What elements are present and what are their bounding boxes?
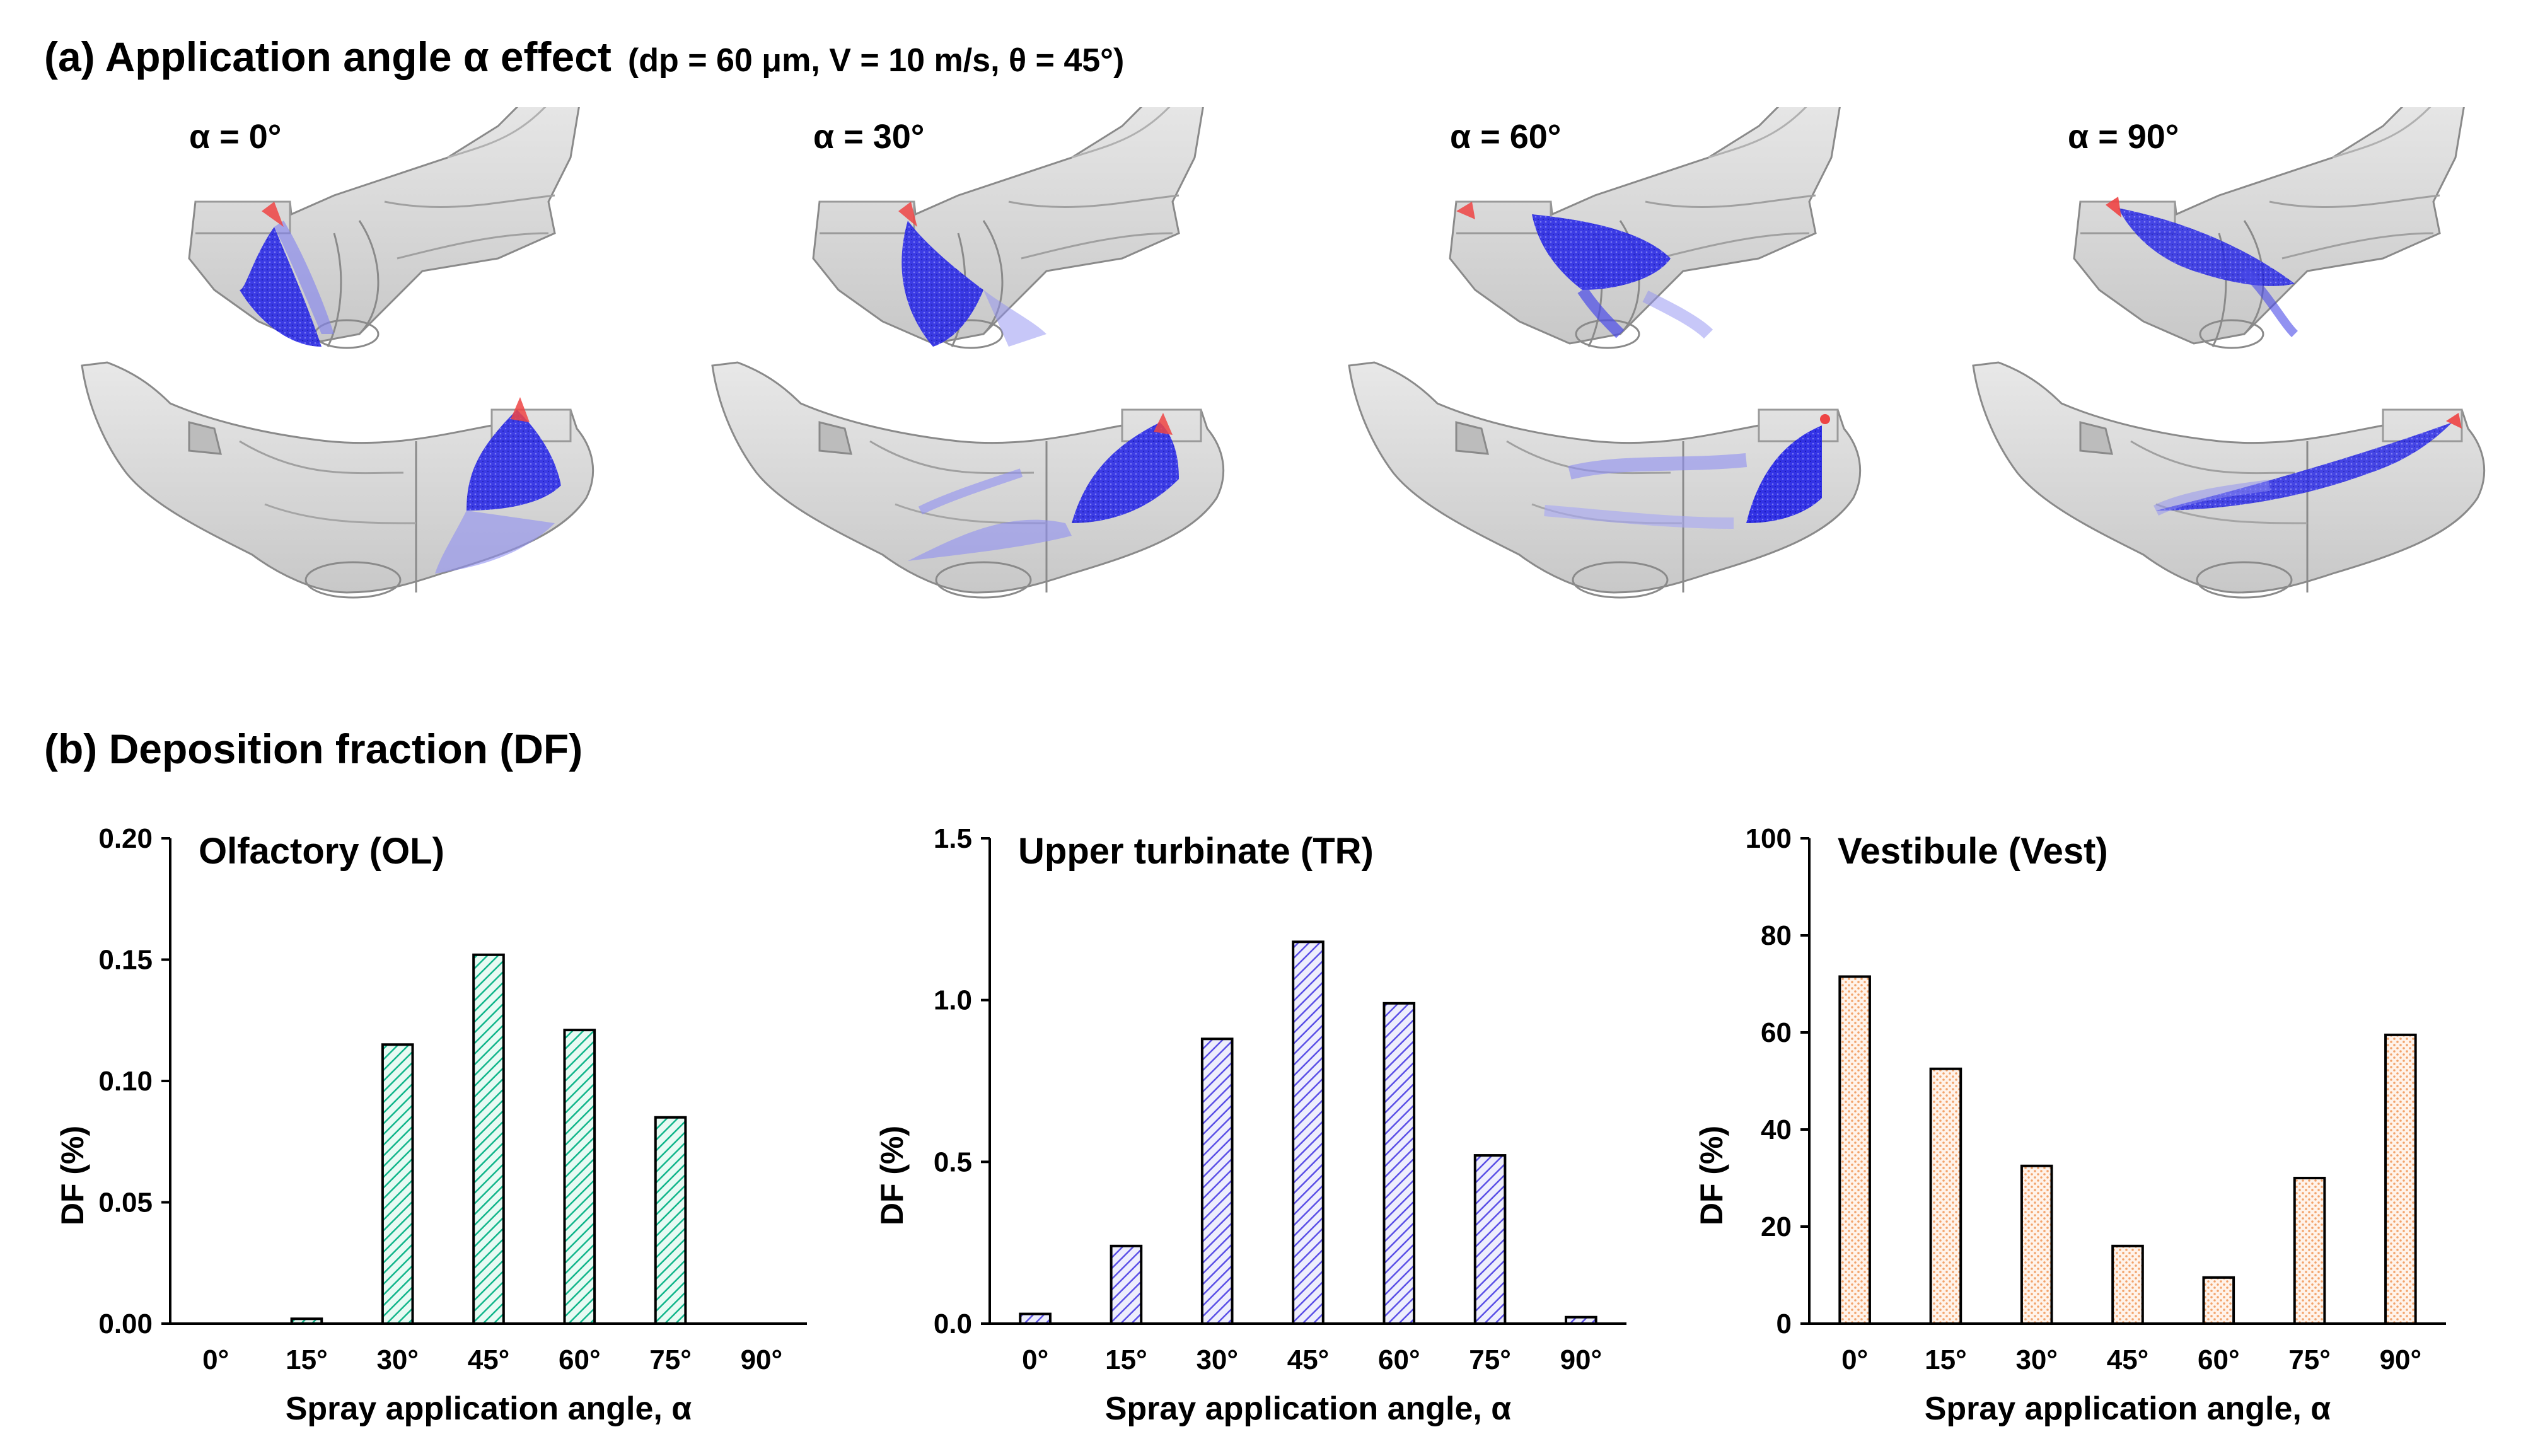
x-tick-label: 0° <box>202 1344 229 1375</box>
x-tick-label: 75° <box>649 1344 692 1375</box>
bar-45deg <box>2111 1244 2144 1325</box>
panel-a-title-text: (a) Application angle α effect <box>44 33 612 80</box>
bar-75deg <box>1473 1154 1507 1325</box>
bar-30deg <box>2020 1164 2053 1325</box>
model-alpha-30 <box>711 107 1225 599</box>
y-tick-label: 80 <box>1761 920 1792 951</box>
bar-75deg <box>654 1116 687 1325</box>
alpha-label-60: α = 60° <box>1450 118 1561 156</box>
bar-30deg <box>1200 1037 1234 1325</box>
bar-0deg <box>1019 1312 1052 1325</box>
x-tick-label: 0° <box>1841 1344 1868 1375</box>
y-tick-label: 0.0 <box>934 1309 972 1339</box>
alpha-label-0: α = 0° <box>189 118 281 156</box>
y-tick-label: 40 <box>1761 1114 1792 1145</box>
chart-olfactory: 0.00 0.05 0.10 0.15 0.20 0° 15° 30° 45° 60° 75° 90°… <box>55 823 807 1427</box>
x-tick-label: 30° <box>1196 1344 1238 1375</box>
x-tick-label: 60° <box>559 1344 601 1375</box>
y-tick-label: 1.0 <box>934 985 972 1016</box>
chart-title: Vestibule (Vest) <box>1838 831 2108 872</box>
alpha-label-90: α = 90° <box>2068 118 2179 156</box>
model-alpha-90 <box>1972 107 2486 599</box>
x-tick-label: 60° <box>1378 1344 1420 1375</box>
alpha-label-30: α = 30° <box>813 118 924 156</box>
x-tick-label: 0° <box>1022 1344 1048 1375</box>
x-tick-label: 15° <box>286 1344 328 1375</box>
chart-vestibule: 0 20 40 60 80 100 0° 15° 30° 45° 60° 75° 90° Vestibul… <box>1694 823 2446 1427</box>
y-tick-label: 0.15 <box>98 945 153 976</box>
x-tick-label: 45° <box>2107 1344 2149 1375</box>
x-tick-label: 90° <box>1560 1344 1603 1375</box>
y-tick-label: 100 <box>1746 823 1792 854</box>
model-alpha-0 <box>81 107 594 599</box>
y-tick-label: 0.05 <box>98 1187 153 1218</box>
y-tick-label: 20 <box>1761 1211 1792 1242</box>
x-tick-label: 75° <box>2288 1344 2331 1375</box>
panel-a-title: (a) Application angle α effect (dp = 60 μ… <box>44 33 1124 81</box>
x-tick-label: 30° <box>376 1344 419 1375</box>
y-tick-label: 0.10 <box>98 1066 153 1097</box>
y-tick-label: 0.00 <box>98 1309 153 1339</box>
bar-30deg <box>381 1043 414 1325</box>
chart-title: Upper turbinate (TR) <box>1018 831 1374 872</box>
bar-45deg <box>472 953 505 1326</box>
y-tick-label: 60 <box>1761 1017 1792 1048</box>
y-axis-label: DF (%) <box>874 1126 910 1225</box>
chart-upper-turbinate: 0.0 0.5 1.0 1.5 0° 15° 30° 45° 60° 75° 90° Upper tu… <box>874 823 1626 1427</box>
x-axis-label: Spray application angle, α <box>1105 1390 1512 1427</box>
y-tick-label: 0.5 <box>934 1147 972 1177</box>
x-tick-label: 60° <box>2198 1344 2240 1375</box>
bar-0deg <box>1838 975 1871 1325</box>
x-axis-label: Spray application angle, α <box>286 1390 692 1427</box>
y-tick-label: 1.5 <box>934 823 972 854</box>
bar-75deg <box>2293 1177 2326 1325</box>
y-tick-label: 0.20 <box>98 823 153 854</box>
bar-60deg <box>563 1029 596 1325</box>
bar-90deg <box>1565 1315 1597 1326</box>
x-tick-label: 30° <box>2015 1344 2058 1375</box>
bar-15deg <box>290 1317 323 1325</box>
x-axis-label: Spray application angle, α <box>1925 1390 2331 1427</box>
x-tick-label: 15° <box>1105 1344 1147 1375</box>
bar-60deg <box>1382 1002 1416 1325</box>
bar-15deg <box>1110 1244 1143 1325</box>
x-tick-label: 90° <box>741 1344 783 1375</box>
bar-60deg <box>2202 1276 2235 1325</box>
panel-b-title: (b) Deposition fraction (DF) <box>44 725 583 772</box>
nasal-spray-renderings: α = 0° α = 30° α = 60° α = 90° <box>81 107 2486 599</box>
x-tick-label: 45° <box>468 1344 510 1375</box>
y-axis-label: DF (%) <box>1694 1126 1729 1225</box>
y-tick-label: 0 <box>1777 1309 1792 1339</box>
x-tick-label: 45° <box>1287 1344 1330 1375</box>
model-alpha-60 <box>1348 107 1862 599</box>
chart-title: Olfactory (OL) <box>199 831 444 872</box>
x-tick-label: 75° <box>1469 1344 1511 1375</box>
bar-90deg <box>2384 1033 2417 1325</box>
y-axis-label: DF (%) <box>55 1126 90 1225</box>
bar-45deg <box>1292 940 1324 1325</box>
bar-15deg <box>1929 1067 1962 1325</box>
panel-a-parameters: (dp = 60 μm, V = 10 m/s, θ = 45°) <box>627 42 1125 79</box>
x-tick-label: 15° <box>1925 1344 1967 1375</box>
x-tick-label: 90° <box>2380 1344 2422 1375</box>
